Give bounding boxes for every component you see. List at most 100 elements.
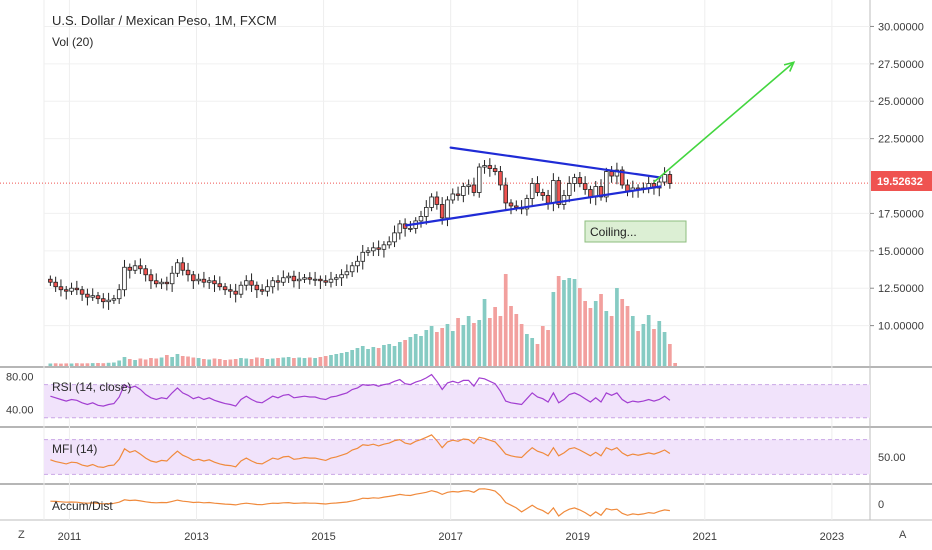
candle-body[interactable]: [445, 199, 450, 219]
axes[interactable]: 2011 2013 2015 2017 2019 2021 2023 30.00000 27.5…: [6, 21, 924, 543]
accum-dist-line[interactable]: [50, 488, 670, 517]
candle-body[interactable]: [58, 286, 64, 291]
candle-body[interactable]: [476, 166, 482, 193]
candle-body[interactable]: [312, 278, 318, 281]
candle-body[interactable]: [349, 265, 355, 273]
candle-body[interactable]: [487, 165, 493, 169]
candle-body[interactable]: [455, 193, 461, 196]
candle-body[interactable]: [524, 198, 530, 210]
candle-body[interactable]: [132, 265, 138, 271]
candle-body[interactable]: [138, 265, 143, 270]
candle-body[interactable]: [206, 280, 212, 283]
candle-body[interactable]: [307, 277, 313, 280]
candle-body[interactable]: [429, 196, 434, 208]
candle-body[interactable]: [127, 266, 133, 271]
candle-body[interactable]: [355, 260, 360, 267]
candle-body[interactable]: [259, 289, 265, 292]
candle-body[interactable]: [572, 177, 577, 184]
candle-body[interactable]: [111, 298, 117, 301]
candle-body[interactable]: [371, 247, 376, 252]
candle-body[interactable]: [498, 171, 503, 186]
indicator-panes[interactable]: [44, 373, 870, 517]
candle-body[interactable]: [551, 180, 556, 204]
candle-body[interactable]: [492, 168, 498, 172]
candle-body[interactable]: [74, 287, 80, 291]
mfi-line[interactable]: [50, 434, 671, 469]
candle-body[interactable]: [254, 284, 260, 291]
candle-body[interactable]: [376, 247, 381, 250]
candle-body[interactable]: [53, 281, 58, 288]
candle-body[interactable]: [577, 177, 583, 184]
rsi-line[interactable]: [50, 373, 671, 407]
candle-body[interactable]: [482, 165, 487, 168]
candle-body[interactable]: [48, 278, 53, 283]
candle-body[interactable]: [265, 286, 270, 292]
candle-body[interactable]: [582, 183, 588, 190]
candle-body[interactable]: [535, 183, 540, 193]
candle-body[interactable]: [90, 295, 95, 298]
candle-body[interactable]: [339, 274, 344, 279]
note-box[interactable]: [584, 220, 687, 243]
candle-body[interactable]: [503, 184, 508, 204]
candle-body[interactable]: [360, 251, 366, 262]
candle-body[interactable]: [566, 183, 572, 196]
candle-body[interactable]: [662, 174, 667, 183]
candle-body[interactable]: [434, 196, 440, 205]
candle-body[interactable]: [296, 278, 302, 282]
candle-body[interactable]: [619, 169, 625, 186]
candle-body[interactable]: [408, 227, 413, 230]
candle-body[interactable]: [344, 271, 350, 276]
candle-body[interactable]: [302, 277, 307, 280]
candle-body[interactable]: [365, 250, 371, 253]
candle-body[interactable]: [233, 290, 238, 295]
candle-body[interactable]: [196, 278, 201, 282]
candle-body[interactable]: [106, 299, 111, 303]
candle-body[interactable]: [471, 184, 477, 193]
candle-body[interactable]: [328, 278, 334, 283]
candle-body[interactable]: [540, 192, 546, 196]
candle-body[interactable]: [439, 204, 445, 219]
candle-body[interactable]: [450, 193, 456, 201]
candle-body[interactable]: [508, 202, 514, 207]
candle-body[interactable]: [514, 205, 519, 208]
candle-body[interactable]: [85, 293, 90, 298]
auto-scale-button[interactable]: A: [899, 529, 907, 541]
candle-body[interactable]: [281, 277, 286, 283]
candle-body[interactable]: [79, 289, 85, 295]
candle-body[interactable]: [424, 207, 429, 217]
candle-body[interactable]: [381, 244, 387, 250]
candle-body[interactable]: [556, 180, 561, 205]
candle-body[interactable]: [244, 280, 249, 286]
price-candles[interactable]: [48, 158, 673, 310]
candle-body[interactable]: [598, 186, 604, 198]
candle-body[interactable]: [614, 169, 620, 177]
candle-body[interactable]: [397, 223, 403, 234]
candle-body[interactable]: [270, 280, 275, 288]
candle-body[interactable]: [63, 289, 69, 292]
candle-body[interactable]: [418, 216, 424, 222]
candle-body[interactable]: [609, 171, 614, 177]
candle-body[interactable]: [228, 289, 233, 292]
candle-body[interactable]: [116, 289, 122, 300]
candle-body[interactable]: [529, 183, 535, 199]
candle-body[interactable]: [222, 286, 228, 291]
candle-body[interactable]: [153, 280, 159, 285]
candle-body[interactable]: [175, 262, 180, 274]
candle-body[interactable]: [466, 184, 471, 187]
candle-body[interactable]: [249, 280, 254, 286]
candle-body[interactable]: [101, 298, 106, 303]
candle-body[interactable]: [159, 281, 164, 285]
candle-body[interactable]: [212, 280, 217, 285]
candle-body[interactable]: [191, 274, 196, 282]
candle-body[interactable]: [122, 266, 127, 291]
candle-body[interactable]: [217, 283, 223, 288]
candle-body[interactable]: [148, 274, 154, 282]
candle-body[interactable]: [180, 262, 185, 271]
candle-body[interactable]: [318, 278, 323, 282]
candle-body[interactable]: [275, 280, 281, 283]
candle-body[interactable]: [545, 195, 551, 204]
candle-body[interactable]: [164, 281, 170, 285]
candle-body[interactable]: [185, 269, 191, 276]
candle-body[interactable]: [238, 284, 244, 295]
candle-body[interactable]: [625, 184, 630, 192]
